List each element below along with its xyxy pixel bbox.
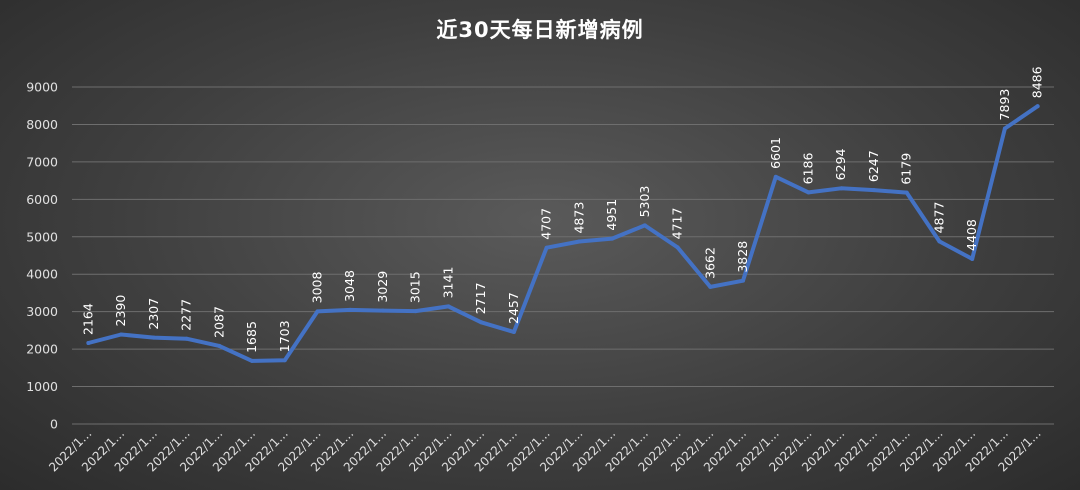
y-tick-label: 6000 xyxy=(26,192,58,207)
data-label: 2087 xyxy=(211,306,226,338)
data-point xyxy=(871,188,876,193)
data-label: 4951 xyxy=(604,199,619,231)
data-point xyxy=(315,309,320,314)
y-tick-label: 5000 xyxy=(26,229,58,244)
data-point xyxy=(708,284,713,289)
data-point xyxy=(119,332,124,337)
data-label: 3048 xyxy=(342,270,357,302)
data-point xyxy=(348,307,353,312)
data-point xyxy=(250,358,255,363)
data-label: 1685 xyxy=(244,321,259,353)
data-point xyxy=(839,186,844,191)
y-tick-label: 9000 xyxy=(26,80,58,95)
data-label: 6186 xyxy=(801,153,816,185)
data-point xyxy=(184,336,189,341)
y-tick-label: 0 xyxy=(50,417,58,432)
data-point xyxy=(544,245,549,250)
data-point xyxy=(741,278,746,283)
data-label: 4873 xyxy=(571,202,586,234)
data-point xyxy=(642,223,647,228)
data-point xyxy=(773,174,778,179)
data-label: 3015 xyxy=(408,271,423,303)
data-point xyxy=(282,358,287,363)
chart-title: 近30天每日新增病例 xyxy=(436,18,644,42)
y-tick-label: 3000 xyxy=(26,304,58,319)
data-label: 4408 xyxy=(964,219,979,251)
data-label: 3008 xyxy=(310,272,325,304)
data-point xyxy=(904,190,909,195)
data-point xyxy=(479,320,484,325)
data-label: 6294 xyxy=(833,148,848,180)
y-tick-label: 4000 xyxy=(26,267,58,282)
data-label: 7893 xyxy=(997,89,1012,121)
data-label: 4707 xyxy=(539,208,554,240)
data-label: 3029 xyxy=(375,271,390,303)
data-label: 3662 xyxy=(702,247,717,279)
data-label: 2457 xyxy=(506,292,521,324)
data-point xyxy=(413,309,418,314)
data-point xyxy=(217,343,222,348)
data-point xyxy=(970,256,975,261)
y-tick-label: 7000 xyxy=(26,154,58,169)
data-label: 4717 xyxy=(670,208,685,240)
data-point xyxy=(577,239,582,244)
data-point xyxy=(806,190,811,195)
data-point xyxy=(937,239,942,244)
data-label: 6247 xyxy=(866,150,881,182)
data-label: 2307 xyxy=(146,298,161,330)
data-label: 6179 xyxy=(899,153,914,185)
data-point xyxy=(151,335,156,340)
data-point xyxy=(1035,104,1040,109)
data-label: 6601 xyxy=(768,137,783,169)
data-point xyxy=(380,308,385,313)
data-label: 1703 xyxy=(277,320,292,352)
series-line xyxy=(86,104,1040,363)
data-label: 3828 xyxy=(735,241,750,273)
data-point xyxy=(610,236,615,241)
data-point xyxy=(511,329,516,334)
data-point xyxy=(446,304,451,309)
y-tick-label: 1000 xyxy=(26,379,58,394)
y-tick-label: 8000 xyxy=(26,117,58,132)
data-point xyxy=(86,340,91,345)
data-label: 2390 xyxy=(113,295,128,327)
data-label: 5303 xyxy=(637,186,652,218)
y-tick-label: 2000 xyxy=(26,342,58,357)
data-label: 3141 xyxy=(440,267,455,299)
data-point xyxy=(675,245,680,250)
data-label: 4877 xyxy=(931,202,946,234)
data-point xyxy=(1002,126,1007,131)
data-label: 8486 xyxy=(1030,66,1045,98)
data-label: 2164 xyxy=(80,303,95,335)
data-label: 2277 xyxy=(179,299,194,331)
data-label: 2717 xyxy=(473,282,488,314)
